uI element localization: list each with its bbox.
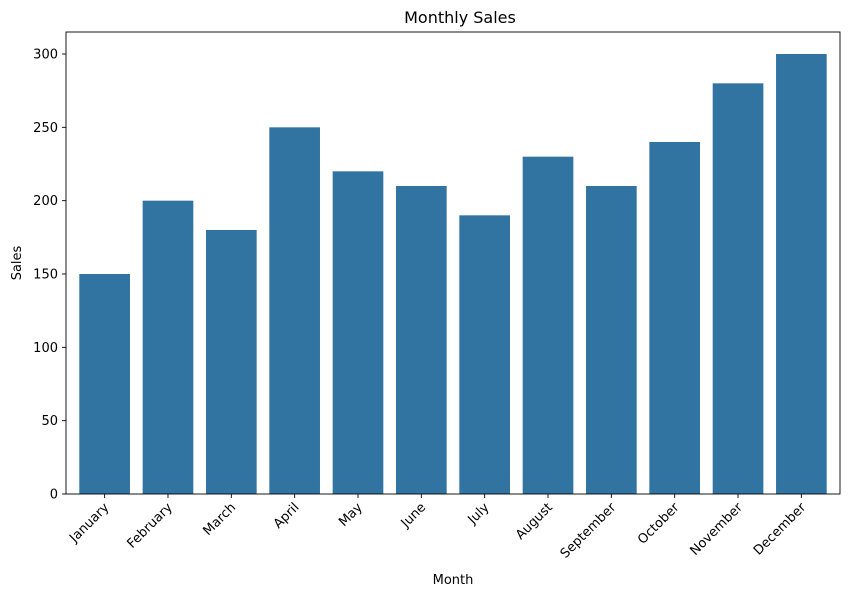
x-tick-label: November bbox=[687, 500, 746, 559]
x-tick-label: December bbox=[751, 500, 810, 559]
x-tick-label: March bbox=[201, 500, 240, 539]
y-tick-label: 0 bbox=[50, 488, 58, 503]
bar-december bbox=[776, 54, 827, 494]
bar-september bbox=[586, 186, 637, 494]
bar-october bbox=[649, 142, 701, 494]
bar-august bbox=[522, 156, 574, 494]
x-axis: January February March April May June July Augu… bbox=[66, 494, 810, 562]
x-tick-label: April bbox=[271, 500, 303, 532]
bar-january bbox=[79, 274, 130, 494]
y-tick-label: 150 bbox=[33, 268, 58, 283]
x-axis-label: Month bbox=[433, 573, 474, 588]
x-tick-label: May bbox=[336, 500, 366, 530]
y-tick-label: 200 bbox=[33, 194, 58, 209]
y-tick-label: 50 bbox=[41, 414, 58, 429]
bar-november bbox=[712, 83, 764, 494]
bar-june bbox=[395, 186, 447, 494]
y-tick-label: 100 bbox=[33, 341, 58, 356]
x-tick-label: August bbox=[513, 500, 556, 543]
bar-march bbox=[205, 230, 257, 494]
plot-frame bbox=[65, 31, 841, 495]
x-tick-label: October bbox=[635, 500, 683, 548]
chart-title: Monthly Sales bbox=[404, 8, 516, 27]
y-tick-label: 300 bbox=[33, 48, 58, 63]
y-axis: 0 50 100 150 200 250 300 bbox=[33, 48, 66, 503]
bar-may bbox=[332, 171, 384, 495]
bar-april bbox=[269, 127, 320, 494]
x-tick-label: September bbox=[558, 500, 620, 562]
bar-february bbox=[142, 200, 194, 494]
x-tick-label: June bbox=[398, 500, 429, 531]
y-tick-label: 250 bbox=[33, 121, 58, 136]
x-tick-label: February bbox=[124, 500, 176, 552]
x-tick-label: July bbox=[465, 500, 493, 528]
bars-group bbox=[79, 54, 827, 495]
y-axis-label: Sales bbox=[10, 245, 25, 280]
bar-july bbox=[459, 215, 511, 495]
x-tick-label: January bbox=[66, 500, 112, 546]
